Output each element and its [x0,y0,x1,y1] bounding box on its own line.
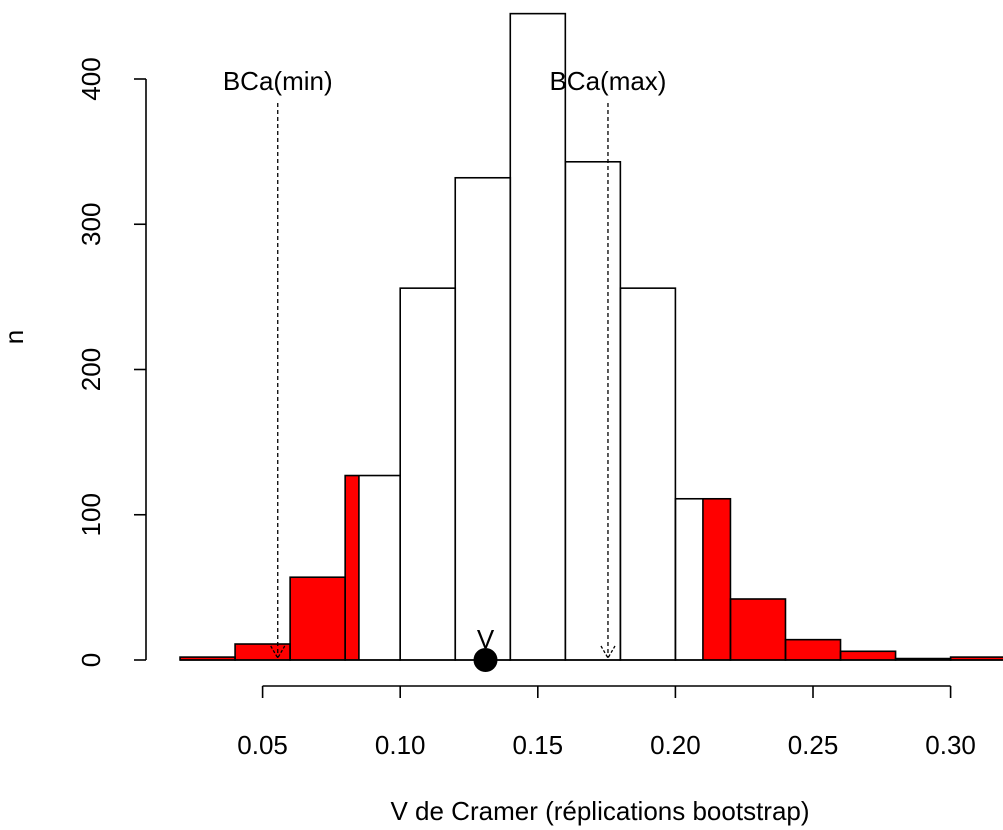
shaded-bin-segment [950,657,1003,660]
shaded-bins [180,475,1003,660]
shaded-bin-segment [785,639,841,660]
y-axis: 0 100 200 300 400 [76,57,147,667]
x-tick-label: 0.10 [375,730,426,760]
histogram-bars [179,12,1003,661]
histogram-bar [399,287,457,661]
observed-v-label: V [477,624,495,654]
y-tick-label: 100 [76,493,106,536]
shaded-bin-segment [840,651,896,660]
shaded-bin-segment [730,598,786,660]
bca-label: BCa(max) [549,66,666,96]
observed-v-point [473,648,498,672]
x-tick-label: 0.25 [788,730,839,760]
histogram-bar [509,12,567,661]
histogram-bar [619,287,677,661]
shaded-bin-segment [290,577,346,660]
bca-label: BCa(min) [223,66,333,96]
shaded-bin-segment [180,657,236,660]
x-tick-label: 0.20 [650,730,701,760]
y-tick-label: 300 [76,203,106,246]
y-tick-label: 0 [76,653,106,667]
y-tick-label: 200 [76,348,106,391]
x-axis-label: V de Cramer (réplications bootstrap) [390,796,809,826]
observed-v-marker: V [473,624,498,672]
shaded-bin-segment [345,475,359,660]
x-tick-label: 0.15 [512,730,563,760]
x-tick-label: 0.30 [925,730,976,760]
y-tick-label: 400 [76,57,106,100]
x-tick-label: 0.05 [237,730,288,760]
y-axis-label: n [0,330,29,344]
histogram-bar [564,160,622,661]
x-axis: 0.05 0.10 0.15 0.20 0.25 0.30 [237,685,976,760]
shaded-bin-segment [702,498,731,660]
bca-annotations: BCa(min) BCa(max) [223,66,666,660]
histogram-bar [454,176,512,661]
